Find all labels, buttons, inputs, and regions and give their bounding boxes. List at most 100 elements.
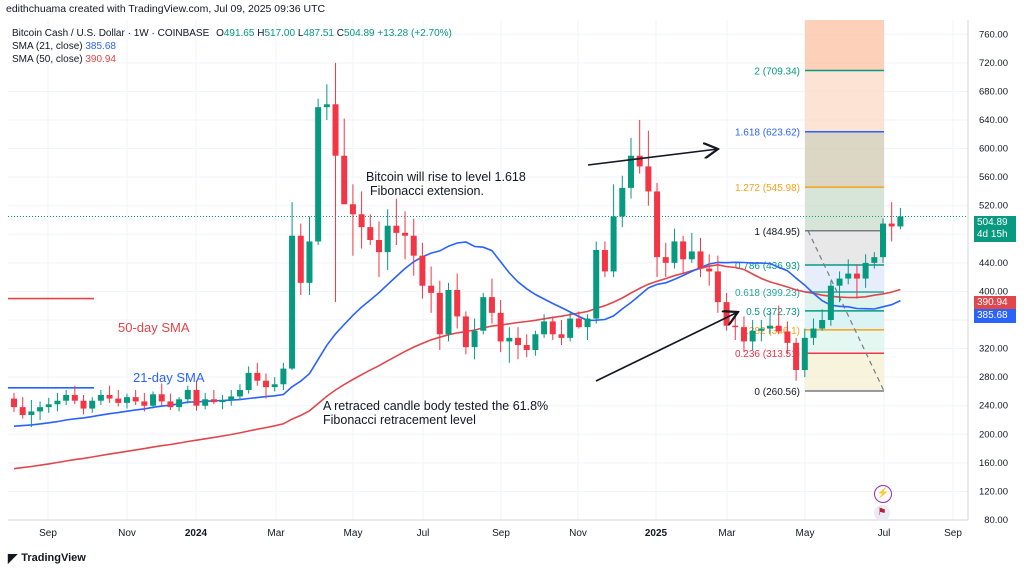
candle-body xyxy=(384,225,391,253)
candle-body xyxy=(419,255,426,286)
candle-body xyxy=(471,330,478,348)
rise-annotation: Bitcoin will rise to level 1.618 Fibonac… xyxy=(366,170,526,198)
x-tick-label: Sep xyxy=(944,528,962,539)
y-tick-label: 600.00 xyxy=(979,144,1008,155)
y-tick-label: 680.00 xyxy=(979,86,1008,97)
flag-icon[interactable]: ⚑ xyxy=(874,505,890,521)
y-tick-label: 720.00 xyxy=(979,58,1008,69)
candle-body xyxy=(758,328,765,331)
candle-body xyxy=(71,395,78,401)
fibonacci-levels xyxy=(8,69,968,392)
fib-zone xyxy=(805,20,884,71)
y-tick-label: 520.00 xyxy=(979,201,1008,212)
x-tick-label: May xyxy=(344,528,363,539)
y-tick-label: 400.00 xyxy=(979,286,1008,297)
candle-body xyxy=(793,342,800,370)
candle-body xyxy=(593,250,600,319)
candle-body xyxy=(532,334,539,350)
fib-zone xyxy=(805,329,884,354)
candle-body xyxy=(123,397,130,403)
candle-body xyxy=(619,187,626,217)
candle-body xyxy=(80,400,87,409)
candle-body xyxy=(158,394,165,402)
candle-body xyxy=(323,104,330,108)
candle-body xyxy=(176,399,183,408)
x-tick-label: Sep xyxy=(492,528,510,539)
candle-body xyxy=(819,320,826,329)
candle-body xyxy=(888,223,895,227)
candle-body xyxy=(63,395,70,401)
candle-body xyxy=(19,407,26,415)
candle-body xyxy=(37,407,44,412)
candle-body xyxy=(610,216,617,272)
x-tick-label: Sep xyxy=(39,528,57,539)
candle-body xyxy=(654,191,661,258)
x-tick-label: 2024 xyxy=(185,528,208,539)
candle-body xyxy=(315,107,322,242)
sma50-badge: 390.94 xyxy=(974,296,1016,310)
y-tick-label: 240.00 xyxy=(979,401,1008,412)
y-tick-label: 760.00 xyxy=(979,29,1008,40)
candle-body xyxy=(480,297,487,331)
fib-zone xyxy=(805,70,884,132)
candle-body xyxy=(880,223,886,258)
last-price: 504.89 xyxy=(977,217,1008,228)
x-tick-label: May xyxy=(796,528,815,539)
fib-zone xyxy=(805,265,884,292)
time-axis: Sep Nov 2024 Mar May Jul Sep Nov 2025 Mar May Jul Se… xyxy=(8,519,968,539)
fib-level-label: 1 (484.95) xyxy=(754,227,800,238)
candle-body xyxy=(462,316,469,348)
candle-body xyxy=(601,250,608,272)
candle-body xyxy=(254,372,261,381)
y-tick-label: 160.00 xyxy=(979,458,1008,469)
candle-body xyxy=(54,400,61,405)
candle-body xyxy=(662,257,669,263)
rise-annotation-line1: Bitcoin will rise to level 1.618 xyxy=(366,170,526,184)
chart-legend: Bitcoin Cash / U.S. Dollar · 1W · COINBA… xyxy=(12,28,452,65)
sma21-tag: 21-day SMA xyxy=(133,370,205,385)
candle-body xyxy=(306,241,313,283)
y-tick-label: 320.00 xyxy=(979,344,1008,355)
sma21-value: 385.68 xyxy=(85,41,116,52)
x-tick-label: Mar xyxy=(267,528,285,539)
candle-body xyxy=(236,390,243,397)
candle-body xyxy=(106,395,113,399)
candle-body xyxy=(871,257,878,263)
candle-body xyxy=(393,225,400,233)
candle-body xyxy=(680,241,687,260)
fib-zone xyxy=(805,187,884,231)
fib-zone xyxy=(805,131,884,188)
candle-body xyxy=(749,330,756,342)
candle-body xyxy=(115,398,122,403)
candle-body xyxy=(897,216,904,227)
fib-level-label: 1.272 (545.98) xyxy=(735,183,800,194)
candle-body xyxy=(184,390,191,400)
candle-body xyxy=(506,337,513,342)
candle-body xyxy=(193,390,200,406)
x-tick-label: Jul xyxy=(417,528,430,539)
sma50-value: 390.94 xyxy=(85,54,116,65)
lightning-icon[interactable]: ⚡ xyxy=(874,485,892,503)
candle-body xyxy=(167,401,174,408)
candle-body xyxy=(706,268,713,272)
moving-averages xyxy=(8,241,901,470)
candle-body xyxy=(523,345,530,350)
candle-body xyxy=(645,166,652,192)
candle-body xyxy=(428,285,435,293)
candle-body xyxy=(28,411,35,415)
candle-body xyxy=(210,399,217,403)
x-tick-label: 2025 xyxy=(645,528,668,539)
tradingview-logo: ◤ TradingView xyxy=(8,551,86,565)
candle-body xyxy=(367,227,374,240)
candle-body xyxy=(697,251,704,269)
candle-body xyxy=(515,337,522,345)
candle-body xyxy=(636,155,643,167)
symbol-title: Bitcoin Cash / U.S. Dollar · 1W · COINBA… xyxy=(12,28,210,39)
candle-body xyxy=(228,396,235,400)
fib-level-label: 0.786 (436.93) xyxy=(735,261,800,272)
candle-body xyxy=(549,321,556,335)
fib-level-label: 1.618 (623.62) xyxy=(735,128,800,139)
candle-body xyxy=(150,394,157,406)
candle-body xyxy=(784,331,791,343)
